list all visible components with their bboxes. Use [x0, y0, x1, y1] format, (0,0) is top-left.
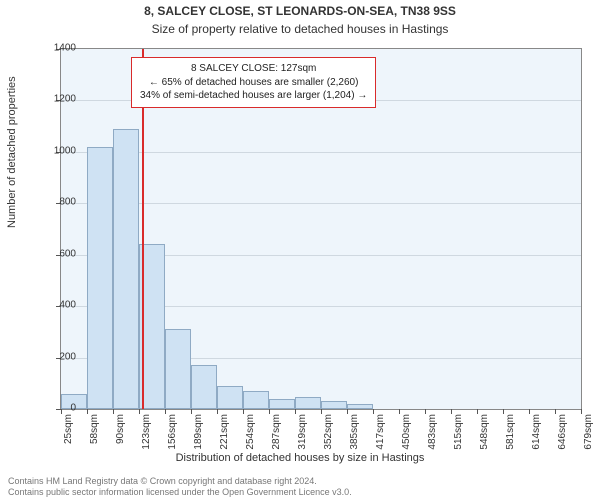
xtick-mark: [139, 409, 140, 414]
histogram-bar: [321, 401, 347, 409]
xtick-mark: [425, 409, 426, 414]
xtick-mark: [87, 409, 88, 414]
xtick-mark: [217, 409, 218, 414]
xtick-label: 352sqm: [323, 414, 334, 474]
chart-title: 8, SALCEY CLOSE, ST LEONARDS-ON-SEA, TN3…: [0, 4, 600, 18]
xtick-mark: [243, 409, 244, 414]
xtick-mark: [451, 409, 452, 414]
ytick-label: 400: [36, 300, 76, 311]
xtick-label: 417sqm: [375, 414, 386, 474]
xtick-mark: [581, 409, 582, 414]
xtick-mark: [113, 409, 114, 414]
xtick-label: 189sqm: [193, 414, 204, 474]
ytick-label: 1000: [36, 145, 76, 156]
histogram-bar: [87, 147, 113, 409]
annotation-line: 8 SALCEY CLOSE: 127sqm: [140, 62, 367, 76]
xtick-label: 319sqm: [297, 414, 308, 474]
xtick-label: 25sqm: [63, 414, 74, 474]
histogram-bar: [113, 129, 139, 409]
ytick-label: 1200: [36, 94, 76, 105]
histogram-bar: [347, 404, 373, 409]
xtick-label: 156sqm: [167, 414, 178, 474]
xtick-label: 581sqm: [505, 414, 516, 474]
xtick-mark: [321, 409, 322, 414]
xtick-label: 515sqm: [453, 414, 464, 474]
xtick-mark: [191, 409, 192, 414]
chart-subtitle: Size of property relative to detached ho…: [0, 22, 600, 36]
xtick-label: 548sqm: [479, 414, 490, 474]
plot-area: 8 SALCEY CLOSE: 127sqm← 65% of detached …: [60, 48, 582, 410]
xtick-label: 221sqm: [219, 414, 230, 474]
xtick-label: 679sqm: [583, 414, 594, 474]
xtick-label: 614sqm: [531, 414, 542, 474]
annotation-box: 8 SALCEY CLOSE: 127sqm← 65% of detached …: [131, 57, 376, 108]
xtick-label: 483sqm: [427, 414, 438, 474]
xtick-mark: [165, 409, 166, 414]
ytick-label: 600: [36, 248, 76, 259]
histogram-bar: [165, 329, 191, 409]
xtick-mark: [399, 409, 400, 414]
gridline: [61, 152, 581, 153]
xtick-mark: [529, 409, 530, 414]
gridline: [61, 203, 581, 204]
histogram-bar: [269, 399, 295, 409]
histogram-bar: [243, 391, 269, 409]
ytick-label: 800: [36, 197, 76, 208]
xtick-label: 90sqm: [115, 414, 126, 474]
xtick-mark: [503, 409, 504, 414]
ytick-label: 1400: [36, 43, 76, 54]
xtick-label: 450sqm: [401, 414, 412, 474]
xtick-mark: [269, 409, 270, 414]
xtick-label: 646sqm: [557, 414, 568, 474]
footer-attribution: Contains HM Land Registry data © Crown c…: [8, 476, 352, 498]
histogram-bar: [217, 386, 243, 409]
annotation-line: ← 65% of detached houses are smaller (2,…: [140, 76, 367, 90]
ytick-label: 0: [36, 403, 76, 414]
y-axis-label: Number of detached properties: [6, 76, 18, 228]
footer-line: Contains HM Land Registry data © Crown c…: [8, 476, 352, 487]
annotation-line: 34% of semi-detached houses are larger (…: [140, 89, 367, 103]
xtick-label: 385sqm: [349, 414, 360, 474]
xtick-mark: [373, 409, 374, 414]
xtick-label: 287sqm: [271, 414, 282, 474]
xtick-label: 254sqm: [245, 414, 256, 474]
xtick-mark: [477, 409, 478, 414]
xtick-mark: [295, 409, 296, 414]
xtick-label: 123sqm: [141, 414, 152, 474]
footer-line: Contains public sector information licen…: [8, 487, 352, 498]
xtick-mark: [555, 409, 556, 414]
xtick-label: 58sqm: [89, 414, 100, 474]
ytick-label: 200: [36, 351, 76, 362]
histogram-bar: [295, 397, 321, 409]
xtick-mark: [347, 409, 348, 414]
histogram-bar: [191, 365, 217, 409]
